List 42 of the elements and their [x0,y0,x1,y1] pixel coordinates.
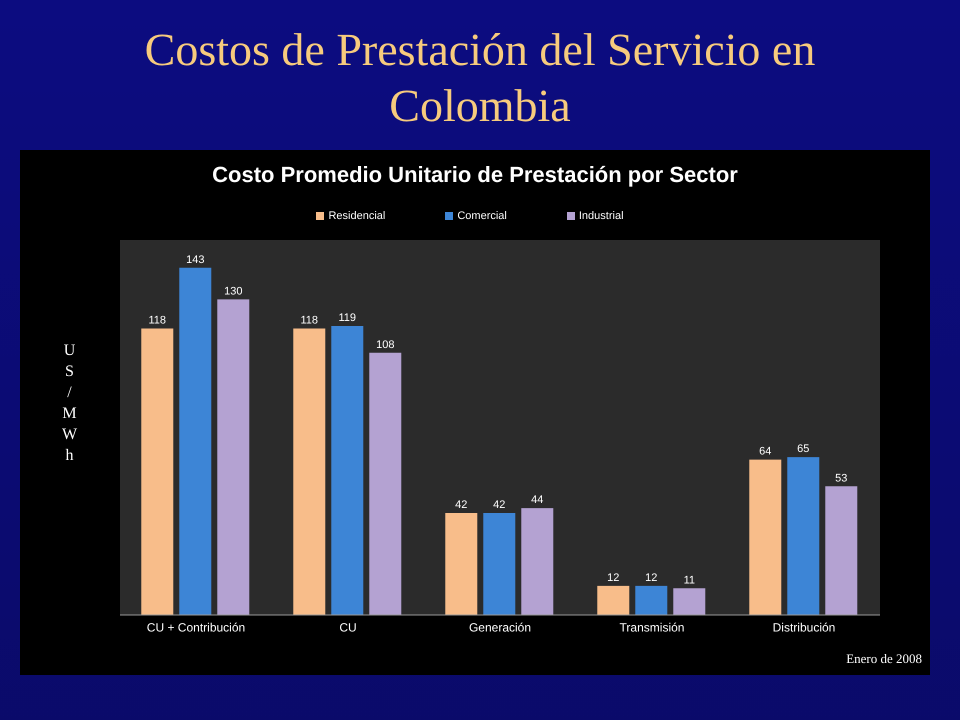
data-label: 42 [455,499,468,512]
bar [635,586,668,615]
bar [217,299,250,615]
chart-title: Costos de Prestación del Servicio en Colombia [144,23,816,133]
bar [825,486,858,615]
bar [483,513,516,615]
bar [521,508,554,615]
x-tick-label: CU + Contribución [146,620,246,635]
data-label: 108 [376,338,394,351]
data-label: 118 [300,314,318,326]
data-label: 119 [338,312,356,324]
data-label: 53 [835,472,848,484]
data-label: 44 [531,494,544,506]
data-label: 12 [607,572,620,584]
bar [445,513,478,615]
data-label: 65 [797,443,810,456]
x-tick-label: Distribución [772,620,836,635]
data-label: 12 [645,572,658,584]
data-label: 143 [186,254,204,266]
x-tick-label: CU [339,620,357,635]
text: Enero de 2008 [846,651,922,667]
bar [597,586,630,615]
legend-label: Residencial [328,210,386,222]
bar [749,460,782,615]
bar [179,268,212,615]
x-tick-label: Generación [468,620,532,635]
chart-subtitle: Costo Promedio Unitario de Prestación por Sector [211,162,739,188]
data-label: 11 [684,574,695,586]
data-label: 130 [224,285,242,298]
bar [673,588,706,615]
bar [293,328,326,615]
bar [331,326,364,615]
x-tick-label: Transmisión [620,620,684,635]
bar [787,457,820,615]
legend-label: Industrial [578,210,624,222]
data-label: 64 [759,446,772,458]
data-label: 42 [493,499,506,512]
legend-label: Comercial [457,210,507,222]
bar [369,352,402,615]
bar [141,328,174,615]
data-label: 118 [148,314,166,326]
y-axis-title: US/MWh [60,342,78,468]
